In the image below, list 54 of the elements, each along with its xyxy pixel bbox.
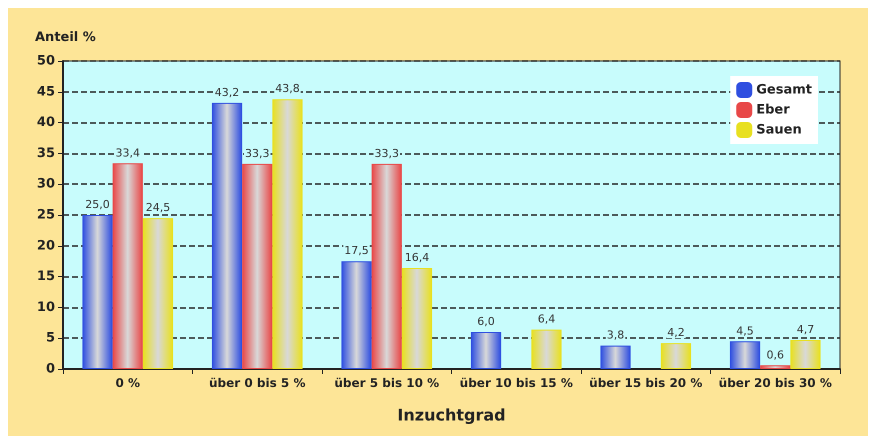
legend-label: Eber — [756, 102, 790, 118]
bar — [341, 261, 372, 369]
y-tick-label: 30 — [36, 176, 55, 192]
bar — [790, 340, 821, 369]
bar — [730, 341, 760, 369]
data-label: 33,3 — [245, 146, 270, 160]
data-label: 17,5 — [344, 244, 369, 258]
data-label: 43,8 — [275, 82, 300, 96]
bar — [531, 330, 562, 369]
data-label: 16,4 — [404, 250, 430, 264]
data-label: 43,2 — [214, 86, 240, 99]
y-tick-label: 20 — [36, 238, 55, 254]
data-label: 4,5 — [736, 324, 754, 338]
y-tick-label: 10 — [36, 300, 55, 315]
bar — [272, 99, 303, 369]
data-label: 6,0 — [477, 315, 495, 328]
bar — [660, 343, 692, 369]
x-tick-label: über 20 bis 30 % — [718, 376, 832, 390]
y-tick-label: 40 — [36, 115, 55, 130]
bar — [212, 102, 242, 369]
bar — [760, 365, 790, 369]
y-tick-label: 15 — [36, 269, 55, 284]
bar — [82, 215, 113, 369]
bar — [142, 218, 174, 369]
data-label: 0,6 — [766, 348, 784, 362]
bar — [112, 163, 143, 369]
bar — [470, 332, 502, 369]
bar — [600, 346, 631, 369]
data-label: 4,2 — [667, 326, 685, 340]
x-tick-label: 0 % — [115, 376, 140, 390]
y-tick-label: 0 — [46, 362, 55, 376]
y-tick-label: 5 — [46, 330, 55, 346]
y-tick-label: 35 — [36, 146, 55, 161]
data-label: 6,4 — [538, 312, 556, 326]
data-label: 33,3 — [374, 146, 399, 160]
bar — [372, 164, 402, 369]
data-label: 4,7 — [796, 323, 814, 336]
data-label: 24,5 — [146, 201, 170, 214]
x-axis-title: Inzuchtgrad — [397, 406, 506, 424]
legend-label: Gesamt — [756, 82, 812, 98]
x-tick-label: über 15 bis 20 % — [589, 376, 702, 390]
y-tick-label: 50 — [36, 54, 55, 68]
y-tick-label: 25 — [36, 208, 55, 222]
data-label: 25,0 — [85, 198, 110, 211]
y-axis-title: Anteil % — [35, 30, 96, 45]
data-label: 3,8 — [606, 328, 624, 342]
bar — [242, 164, 272, 369]
data-label: 33,4 — [116, 146, 140, 160]
x-tick-label: über 5 bis 10 % — [334, 376, 440, 390]
x-tick-label: über 10 bis 15 % — [460, 376, 573, 390]
x-tick-label: über 0 bis 5 % — [209, 376, 306, 390]
y-tick-label: 45 — [36, 84, 55, 100]
legend-label: Sauen — [756, 122, 802, 138]
bar — [402, 268, 432, 369]
